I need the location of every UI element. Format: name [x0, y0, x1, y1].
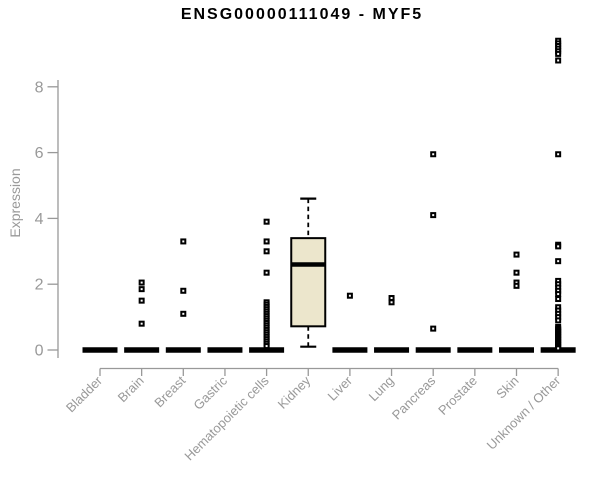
outlier-point-center	[265, 271, 268, 274]
x-tick-label: Unknown / Other	[484, 373, 564, 453]
outlier-point-center	[265, 250, 268, 253]
outlier-point-center	[140, 299, 143, 302]
chart-title: ENSG00000111049 - MYF5	[180, 6, 424, 23]
box	[290, 237, 327, 328]
outlier-point-center	[557, 245, 560, 248]
collapsed-box-bar	[415, 347, 451, 353]
outlier-point-center	[557, 309, 560, 312]
x-tick-label: Liver	[324, 373, 355, 404]
outlier-point-center	[515, 271, 518, 274]
outlier-point-center	[432, 153, 435, 156]
collapsed-box-bar	[499, 347, 534, 353]
x-tick-label: Prostate	[435, 373, 480, 418]
collapsed-box-bar	[457, 347, 493, 353]
outlier-point-center	[432, 327, 435, 330]
outlier-point-center	[557, 298, 560, 301]
y-tick-label: 0	[35, 343, 44, 360]
outlier-point-center	[515, 284, 518, 287]
x-tick-label: Brain	[115, 373, 147, 405]
outlier-point-center	[390, 301, 393, 304]
x-tick-label: Kidney	[275, 373, 314, 412]
outlier-point-center	[182, 289, 185, 292]
outlier-point-center	[557, 153, 560, 156]
outlier-point-center	[182, 312, 185, 315]
outlier-point-center	[557, 289, 560, 292]
outlier-point-center	[432, 214, 435, 217]
outlier-point-center	[557, 306, 560, 309]
x-tick-label: Pancreas	[389, 373, 439, 423]
collapsed-box-bar	[249, 347, 285, 353]
y-tick-label: 8	[35, 79, 44, 96]
x-tick-label: Skin	[493, 373, 521, 401]
outlier-point-center	[140, 288, 143, 291]
outlier-point-center	[515, 281, 518, 284]
collapsed-box-bar	[165, 347, 201, 353]
y-tick-label: 6	[35, 145, 44, 162]
outlier-point-center	[557, 283, 560, 286]
outlier-point-center	[557, 319, 560, 322]
x-tick-label: Bladder	[63, 373, 106, 416]
outlier-point-center	[557, 293, 560, 296]
outlier-point-center	[557, 59, 560, 62]
y-tick-label: 2	[35, 277, 44, 294]
outlier-point-center	[265, 220, 268, 223]
outlier-point-center	[140, 322, 143, 325]
outlier-point-center	[557, 52, 560, 55]
outlier-point-center	[557, 260, 560, 263]
outlier-point-center	[265, 240, 268, 243]
outlier-point-center	[557, 312, 560, 315]
collapsed-box-bar	[82, 347, 118, 353]
outlier-point-center	[348, 294, 351, 297]
x-tick-label: Breast	[151, 373, 188, 410]
outlier-point-center	[557, 347, 560, 350]
x-tick-label: Gastric	[190, 373, 230, 413]
collapsed-box-bar	[374, 347, 410, 353]
outlier-point-center	[557, 286, 560, 289]
y-tick-label: 4	[35, 211, 44, 228]
collapsed-box-bar	[332, 347, 368, 353]
collapsed-box-bar	[124, 347, 160, 353]
outlier-point-center	[557, 279, 560, 282]
outlier-point-center	[515, 253, 518, 256]
outlier-point-center	[557, 316, 560, 319]
x-tick-label: Lung	[366, 373, 397, 404]
outlier-point-center	[390, 297, 393, 300]
collapsed-box-bar	[207, 347, 243, 353]
outlier-point-center	[182, 240, 185, 243]
outlier-point-center	[265, 345, 268, 348]
outlier-point-center	[140, 281, 143, 284]
